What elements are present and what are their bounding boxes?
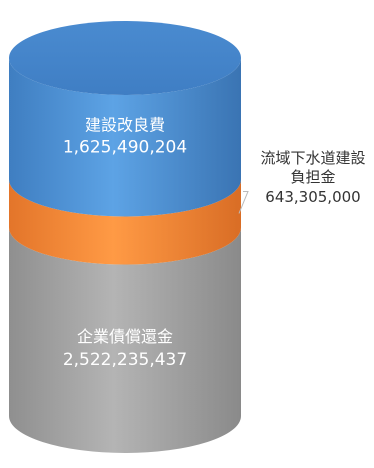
label-kensetsu-name: 建設改良費 (85, 116, 165, 135)
segment-kigyousai (9, 227, 241, 453)
label-ryuiki-name-line1: 流域下水道建設 (260, 149, 365, 167)
label-kigyousai-name: 企業債償還金 (77, 327, 173, 346)
leader-line-ryuiki (238, 190, 249, 214)
cylinder-top (9, 21, 241, 95)
label-kensetsu-value: 1,625,490,204 (63, 138, 187, 158)
label-ryuiki-name-line2: 負担金 (290, 168, 335, 186)
segment-ryuiki (9, 179, 241, 265)
segment-kensetsu (9, 58, 241, 217)
label-ryuiki-value: 643,305,000 (265, 188, 360, 206)
label-kigyousai-value: 2,522,235,437 (63, 350, 187, 370)
